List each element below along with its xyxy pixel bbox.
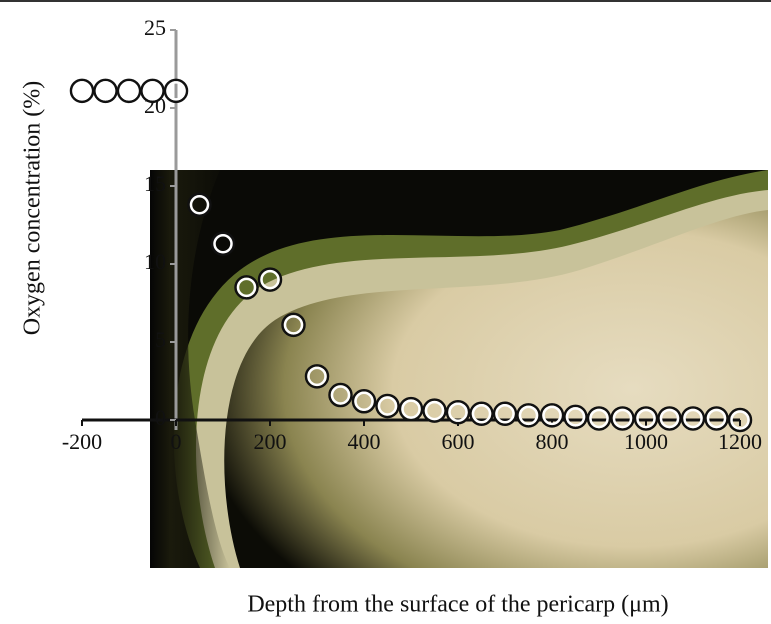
y-axis-title: Oxygen concentration (%) [20, 81, 46, 336]
background-photo [150, 170, 768, 568]
x-tick-label: 400 [348, 429, 381, 454]
data-point-inner [97, 82, 114, 99]
y-tick-label: 0 [155, 405, 166, 430]
y-tick-label: 5 [155, 327, 166, 352]
x-tick-label: 800 [536, 429, 569, 454]
x-tick-label: 600 [442, 429, 475, 454]
x-tick-label: 0 [171, 429, 182, 454]
chart: Oxygen concentration (%) Depth from the … [0, 0, 771, 624]
x-tick-label: 200 [254, 429, 287, 454]
data-point-inner [121, 82, 138, 99]
x-tick-label: 1200 [718, 429, 762, 454]
y-tick-label: 15 [144, 171, 166, 196]
y-tick-label: 10 [144, 249, 166, 274]
data-point-inner [74, 82, 91, 99]
x-tick-label: -200 [62, 429, 102, 454]
x-axis-title: Depth from the surface of the pericarp (… [247, 592, 668, 618]
y-tick-label: 25 [144, 15, 166, 40]
x-tick-label: 1000 [624, 429, 668, 454]
